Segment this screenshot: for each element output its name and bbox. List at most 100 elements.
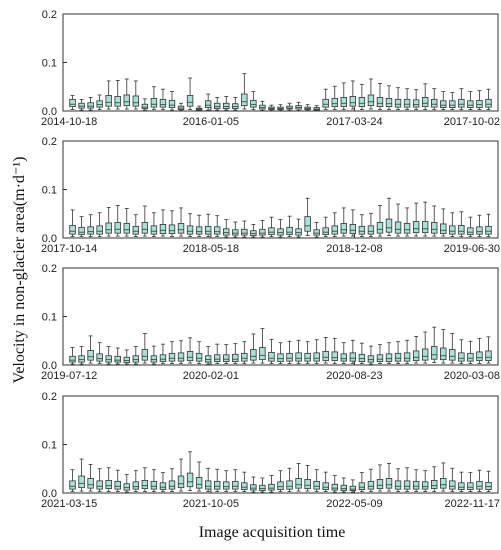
box-plot-mark	[458, 88, 465, 110]
box-plot-mark	[132, 80, 140, 110]
x-axis-title: Image acquisition time	[199, 524, 346, 541]
box-plot-mark	[476, 337, 483, 364]
box-iqr	[394, 352, 402, 362]
box-plot-mark	[331, 212, 338, 237]
box-plot-mark	[449, 467, 456, 492]
box-iqr	[385, 353, 393, 363]
box-iqr	[204, 355, 212, 363]
box-iqr	[322, 482, 329, 491]
box-plot-mark	[421, 201, 429, 237]
box-iqr	[69, 480, 76, 490]
box-iqr	[232, 103, 239, 109]
box-plot-mark	[250, 476, 257, 493]
box-plot-mark	[268, 338, 275, 364]
box-plot-mark	[123, 349, 130, 365]
box-plot-mark	[286, 102, 293, 111]
box-plot-mark	[421, 331, 429, 364]
box-plot-mark	[114, 347, 121, 365]
box-plot-mark	[322, 216, 329, 237]
box-iqr	[458, 352, 465, 362]
y-tick-label: 0.1	[42, 312, 57, 324]
box-iqr	[223, 354, 230, 363]
y-tick-label: 0.2	[42, 263, 57, 275]
box-plot-mark	[376, 464, 384, 492]
box-plot-mark	[141, 205, 149, 237]
y-tick-label: 0.2	[42, 391, 57, 403]
box-iqr	[105, 222, 112, 234]
box-iqr	[367, 355, 375, 363]
box-plot-mark	[431, 88, 438, 110]
box-iqr	[177, 475, 185, 489]
box-plot-mark	[449, 212, 456, 237]
box-iqr	[213, 226, 221, 235]
box-iqr	[123, 223, 130, 234]
y-tick-label: 0.1	[42, 185, 57, 197]
box-iqr	[394, 221, 402, 234]
box-iqr	[376, 479, 384, 490]
box-plot-mark	[105, 207, 112, 237]
box-plot-mark	[177, 207, 185, 237]
box-plot-mark	[168, 91, 176, 111]
box-iqr	[168, 224, 176, 235]
box-plot-mark	[286, 467, 293, 492]
box-plot-mark	[105, 467, 112, 492]
date-tick-label: 2020-02-01	[183, 370, 239, 382]
box-iqr	[467, 100, 474, 109]
box-iqr	[412, 480, 420, 490]
box-plot-mark	[394, 87, 402, 110]
box-iqr	[78, 355, 85, 363]
box-iqr	[421, 97, 429, 108]
box-iqr	[78, 102, 85, 109]
box-plot-mark	[277, 104, 284, 111]
box-plot-mark	[87, 335, 94, 364]
box-iqr	[467, 227, 474, 236]
box-iqr	[168, 99, 176, 109]
box-iqr	[132, 481, 140, 490]
box-plot-mark	[304, 341, 311, 364]
box-plot-mark	[358, 83, 366, 110]
box-iqr	[132, 355, 140, 363]
box-plot-mark	[394, 341, 402, 364]
date-tick-label: 2021-03-15	[41, 498, 97, 510]
box-plot-mark	[349, 80, 357, 110]
box-iqr	[304, 216, 311, 232]
box-iqr	[476, 351, 483, 362]
box-iqr	[241, 352, 248, 362]
box-iqr	[367, 94, 375, 107]
box-iqr	[150, 97, 158, 108]
box-plot-mark	[440, 91, 447, 110]
box-iqr	[286, 352, 293, 362]
box-plot-mark	[241, 220, 248, 238]
box-iqr	[403, 98, 411, 108]
box-plot-mark	[213, 468, 221, 492]
box-plot-mark	[250, 224, 257, 238]
box-iqr	[96, 100, 103, 108]
box-iqr	[268, 227, 275, 236]
box-plot-mark	[241, 471, 248, 492]
box-plot-mark	[105, 346, 112, 365]
box-iqr	[340, 484, 348, 491]
box-iqr	[376, 354, 384, 363]
box-iqr	[159, 482, 167, 491]
box-plot-mark	[485, 213, 492, 237]
box-iqr	[313, 352, 320, 362]
box-plot-mark	[385, 463, 393, 492]
date-tick-label: 2017-10-02	[444, 116, 500, 128]
box-plot-mark	[250, 333, 257, 364]
box-iqr	[322, 98, 329, 108]
box-iqr	[132, 225, 140, 235]
box-iqr	[467, 352, 474, 362]
box-iqr	[195, 477, 203, 489]
box-plot-mark	[440, 329, 447, 364]
box-plot-mark	[277, 470, 284, 492]
box-plot-mark	[304, 197, 311, 236]
box-iqr	[250, 349, 257, 361]
box-iqr	[358, 97, 366, 108]
date-tick-label: 2019-06-30	[444, 243, 500, 255]
box-plot-mark	[313, 339, 320, 364]
box-plot-mark	[277, 219, 284, 238]
box-iqr	[159, 354, 167, 363]
box-plot-mark	[168, 341, 176, 364]
box-iqr	[349, 352, 357, 362]
box-iqr	[431, 222, 438, 234]
